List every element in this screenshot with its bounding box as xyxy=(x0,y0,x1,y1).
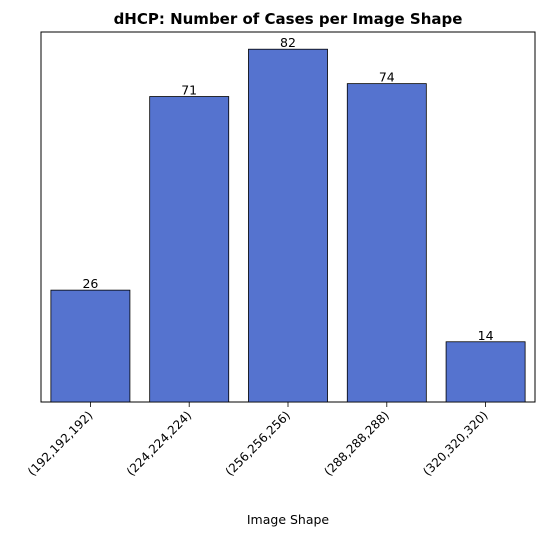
bars-group: 26 71 82 74 14 xyxy=(50,35,526,403)
x-axis-ticks: (192,192,192) (224,224,224) (256,256,256) (… xyxy=(25,402,491,479)
x-tick-label-4: (320,320,320) xyxy=(420,408,491,479)
x-tick-label-1: (224,224,224) xyxy=(124,408,195,479)
bar-2 xyxy=(248,48,328,403)
bar-value-label-4: 14 xyxy=(478,328,494,343)
x-tick-label-2: (256,256,256) xyxy=(223,408,294,479)
x-axis-label: Image Shape xyxy=(247,512,330,527)
x-tick-label-3: (288,288,288) xyxy=(321,408,392,479)
bar-4 xyxy=(445,341,526,403)
bar-value-label-3: 74 xyxy=(379,70,395,85)
bar-value-label-0: 26 xyxy=(82,276,98,291)
bar-3 xyxy=(346,83,427,403)
bar-0 xyxy=(50,289,131,403)
bar-1 xyxy=(149,96,230,403)
x-tick-label-0: (192,192,192) xyxy=(25,408,96,479)
bar-value-label-2: 82 xyxy=(280,35,296,50)
chart-title: dHCP: Number of Cases per Image Shape xyxy=(114,10,463,28)
bar-value-label-1: 71 xyxy=(181,83,197,98)
